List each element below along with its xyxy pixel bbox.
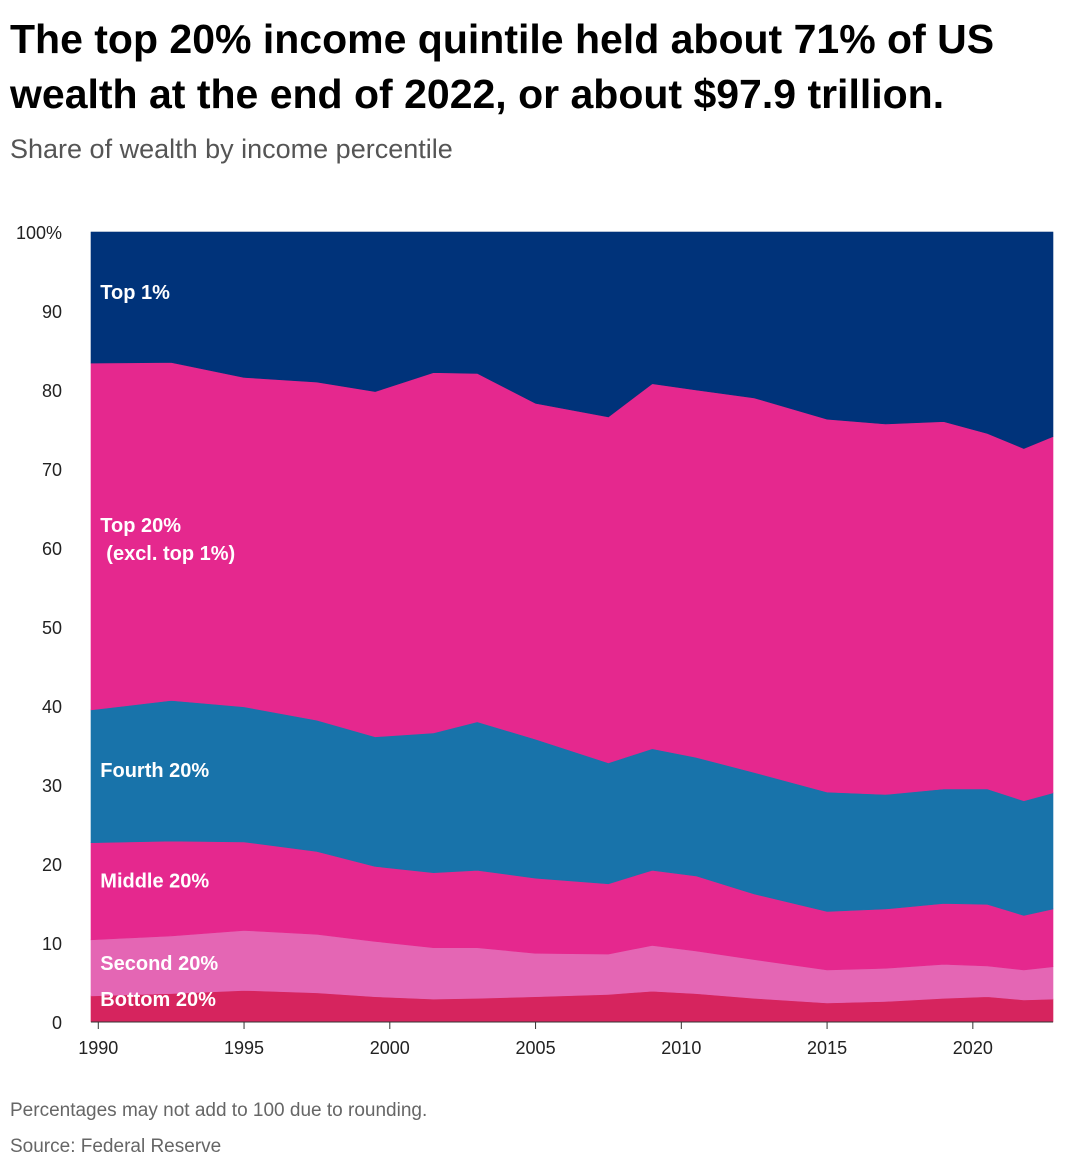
y-axis: 0 10 20 30 40 50 60 70 80 90 100% <box>16 223 62 1033</box>
area-series-5 <box>90 231 1054 449</box>
y-tick-label: 10 <box>42 934 62 954</box>
y-tick-label: 60 <box>42 539 62 559</box>
series-label-line: Bottom 20% <box>100 989 216 1011</box>
footnote: Percentages may not add to 100 due to ro… <box>10 1100 428 1121</box>
series-label-line: Middle 20% <box>100 871 209 893</box>
y-tick-label: 50 <box>42 618 62 638</box>
y-tick-label: 100% <box>16 223 62 243</box>
chart-title: The top 20% income quintile held about 7… <box>10 16 995 117</box>
y-tick-label: 30 <box>42 776 62 796</box>
series-labels: Bottom 20% Second 20% Middle 20% Fourth 20%… <box>100 282 235 1011</box>
series-label-line: Second 20% <box>100 953 218 975</box>
series-label-1: Second 20% <box>100 953 218 975</box>
x-tick-label: 2010 <box>661 1038 701 1058</box>
x-axis: 1990 1995 2000 2005 2010 2015 2020 <box>78 1021 1053 1058</box>
source-note: Source: Federal Reserve <box>10 1136 222 1157</box>
series-label-line: (excl. top 1%) <box>106 543 235 565</box>
x-tick-label: 1995 <box>224 1038 264 1058</box>
x-tick-label: 2015 <box>807 1038 847 1058</box>
y-tick-label: 80 <box>42 381 62 401</box>
x-tick-label: 1990 <box>78 1038 118 1058</box>
chart-subtitle: Share of wealth by income percentile <box>10 134 453 164</box>
x-tick-label: 2000 <box>370 1038 410 1058</box>
series-label-line: Top 20% <box>100 515 181 537</box>
series-label-5: Top 1% <box>100 282 170 304</box>
series-label-0: Bottom 20% <box>100 989 216 1011</box>
x-tick-label: 2020 <box>953 1038 993 1058</box>
series-label-3: Fourth 20% <box>100 760 209 782</box>
series-label-4: Top 20% (excl. top 1%) <box>100 515 235 565</box>
y-tick-label: 20 <box>42 855 62 875</box>
x-tick-label: 2005 <box>516 1038 556 1058</box>
series-label-line: Fourth 20% <box>100 760 209 782</box>
y-tick-label: 90 <box>42 302 62 322</box>
stacked-area-chart: Bottom 20% Second 20% Middle 20% Fourth 20%… <box>16 223 1054 1058</box>
series-label-line: Top 1% <box>100 282 170 304</box>
y-tick-label: 70 <box>42 460 62 480</box>
series-label-2: Middle 20% <box>100 871 209 893</box>
y-tick-label: 40 <box>42 697 62 717</box>
area-series <box>90 231 1054 1023</box>
y-tick-label: 0 <box>52 1013 62 1033</box>
